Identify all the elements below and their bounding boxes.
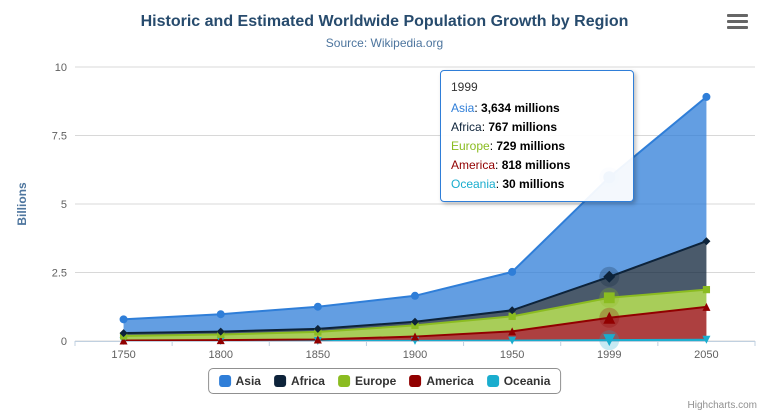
point-marker-asia[interactable] <box>119 315 128 324</box>
point-marker-america[interactable] <box>119 336 128 345</box>
area-series-asia[interactable] <box>123 96 707 334</box>
legend: Asia Africa Europe America Oceania <box>207 368 562 394</box>
point-marker-america[interactable] <box>603 311 616 324</box>
legend-label: Europe <box>354 374 397 388</box>
chart-title: Historic and Estimated Worldwide Populat… <box>140 13 629 30</box>
area-series-america[interactable] <box>123 306 707 341</box>
legend-label: America <box>426 374 474 388</box>
svg-text:1950: 1950 <box>500 349 524 361</box>
svg-text:1800: 1800 <box>208 349 232 361</box>
point-marker-asia[interactable] <box>313 302 322 311</box>
tooltip: 1999 Asia: 3,634 millions Africa: 767 mil… <box>440 70 634 202</box>
menu-bar <box>727 26 748 29</box>
point-marker-africa[interactable] <box>603 270 616 283</box>
point-marker-america[interactable] <box>508 327 517 336</box>
svg-text:1900: 1900 <box>403 349 427 361</box>
legend-symbol-asia <box>218 375 231 387</box>
svg-text:2050: 2050 <box>694 349 718 361</box>
point-marker-oceania[interactable] <box>508 336 517 345</box>
legend-item-oceania[interactable]: Oceania <box>486 374 551 388</box>
point-marker-asia[interactable] <box>411 291 419 300</box>
legend-item-asia[interactable]: Asia <box>218 374 261 388</box>
markers-africa <box>119 237 711 338</box>
x-axis-ticks <box>74 341 756 346</box>
svg-text:5: 5 <box>61 199 67 211</box>
x-axis-labels: 1750 1800 1850 1900 1950 1999 2050 <box>111 349 718 361</box>
point-marker-oceania[interactable] <box>603 334 616 347</box>
legend-label: Asia <box>235 374 261 388</box>
point-marker-asia[interactable] <box>508 267 517 276</box>
point-marker-asia[interactable] <box>216 310 225 319</box>
point-marker-africa[interactable] <box>313 324 322 333</box>
svg-text:1850: 1850 <box>306 349 330 361</box>
tooltip-row-africa: Africa: 767 millions <box>451 120 558 134</box>
point-marker-africa[interactable] <box>508 306 517 315</box>
menu-bar <box>727 14 748 17</box>
point-marker-africa[interactable] <box>702 237 711 246</box>
legend-symbol-america <box>409 375 422 387</box>
menu-bar <box>727 20 748 23</box>
point-marker-america[interactable] <box>411 332 419 341</box>
svg-text:7.5: 7.5 <box>52 131 67 143</box>
point-marker-europe[interactable] <box>603 292 615 304</box>
tooltip-row-asia: Asia: 3,634 millions <box>451 101 560 115</box>
chart-subtitle: Source: Wikipedia.org <box>325 36 444 50</box>
point-marker-oceania[interactable] <box>702 335 711 344</box>
legend-item-america[interactable]: America <box>409 374 474 388</box>
markers-america <box>119 302 711 345</box>
point-marker-america[interactable] <box>216 336 225 345</box>
legend-item-africa[interactable]: Africa <box>273 374 325 388</box>
y-axis-title: Billions <box>15 182 29 226</box>
point-marker-africa[interactable] <box>119 329 128 338</box>
svg-text:2.5: 2.5 <box>52 268 67 280</box>
tooltip-rows: Asia: 3,634 millions Africa: 767 millions… <box>451 99 623 194</box>
legend-symbol-europe <box>337 375 350 387</box>
point-marker-europe[interactable] <box>702 286 711 294</box>
legend-label: Oceania <box>503 374 551 388</box>
credits-link[interactable]: Highcharts.com <box>687 400 757 411</box>
svg-text:1999: 1999 <box>597 349 621 361</box>
export-menu-icon[interactable] <box>727 14 748 29</box>
point-marker-america[interactable] <box>313 335 322 344</box>
legend-symbol-oceania <box>486 375 499 387</box>
area-series-africa[interactable] <box>123 241 707 336</box>
svg-text:10: 10 <box>55 62 67 74</box>
point-marker-europe[interactable] <box>508 312 516 320</box>
svg-text:1750: 1750 <box>111 349 135 361</box>
legend-label: Africa <box>290 374 325 388</box>
tooltip-header: 1999 <box>451 80 478 94</box>
tooltip-row-europe: Europe: 729 millions <box>451 139 566 153</box>
legend-item-europe[interactable]: Europe <box>337 374 397 388</box>
y-axis-labels: 0 2.5 5 7.5 10 <box>52 62 67 348</box>
point-marker-africa[interactable] <box>216 327 225 336</box>
legend-symbol-africa <box>273 375 286 387</box>
point-marker-asia[interactable] <box>702 92 711 101</box>
point-marker-africa[interactable] <box>411 317 419 326</box>
tooltip-row-oceania: Oceania: 30 millions <box>451 177 565 191</box>
svg-text:0: 0 <box>61 336 67 348</box>
tooltip-row-america: America: 818 millions <box>451 158 571 172</box>
point-marker-america[interactable] <box>702 302 711 311</box>
